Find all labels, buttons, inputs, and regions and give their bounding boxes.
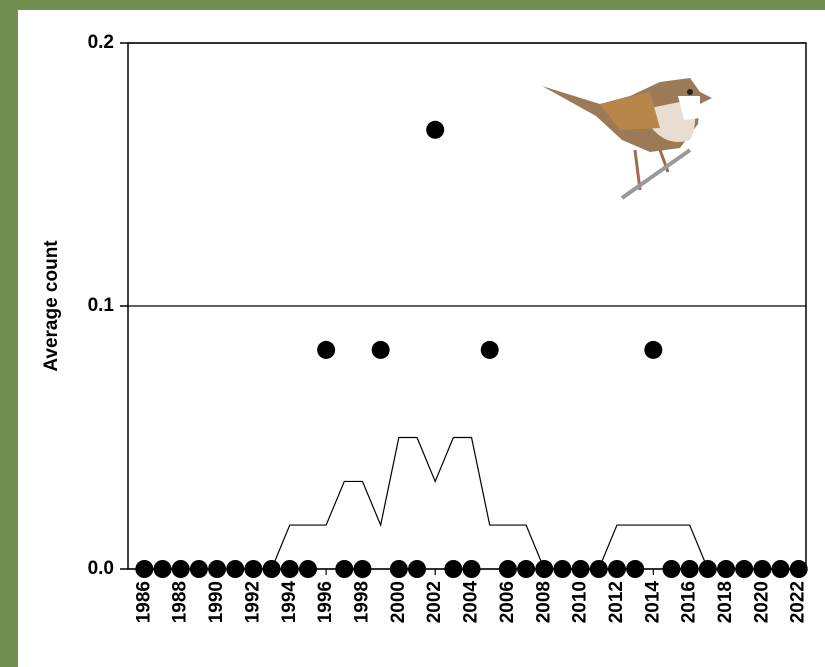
x-tick-label: 2022 <box>788 581 809 623</box>
point <box>335 560 354 578</box>
point <box>226 560 245 578</box>
point <box>135 560 154 578</box>
x-tick-label: 1986 <box>133 581 154 623</box>
point <box>389 560 408 578</box>
point <box>771 560 790 578</box>
bird-illustration <box>542 78 712 200</box>
x-tick-label: 2014 <box>642 581 663 624</box>
point <box>317 340 336 359</box>
x-tick-label: 2018 <box>715 581 736 623</box>
point <box>480 340 499 359</box>
x-tick-label: 2012 <box>606 581 627 623</box>
x-tick-label: 1990 <box>206 581 227 623</box>
x-tick-label: 2006 <box>497 581 518 623</box>
x-tick-label: 1998 <box>351 581 372 623</box>
x-tick-label: 1988 <box>170 581 191 623</box>
x-tick-label: 2004 <box>461 581 482 624</box>
x-tick-label: 2020 <box>751 581 772 623</box>
point <box>680 560 699 578</box>
x-tick-label: 2000 <box>388 581 409 623</box>
point <box>553 560 572 578</box>
point <box>298 560 317 578</box>
point <box>517 560 536 578</box>
point <box>462 560 481 578</box>
point <box>353 560 372 578</box>
point <box>644 340 663 359</box>
point <box>789 560 808 578</box>
point <box>571 560 590 578</box>
y-tick-label: 0.0 <box>88 558 114 579</box>
x-tick-label: 2002 <box>424 581 445 623</box>
point <box>589 560 608 578</box>
x-tick-label: 2016 <box>679 581 700 623</box>
point <box>189 560 208 578</box>
line <box>180 436 763 570</box>
point <box>244 560 263 578</box>
x-tick-label: 1994 <box>279 581 300 624</box>
y-tick-label: 0.2 <box>88 32 114 53</box>
point <box>280 560 299 578</box>
x-tick-label: 1992 <box>242 581 263 623</box>
point <box>408 560 427 578</box>
point <box>753 560 772 578</box>
point <box>735 560 754 578</box>
point <box>498 560 517 578</box>
point <box>153 560 172 578</box>
x-tick-label: 2008 <box>533 581 554 623</box>
point <box>444 560 463 578</box>
x-tick-label: 1996 <box>315 581 336 623</box>
point <box>171 560 190 578</box>
y-tick-label: 0.1 <box>88 295 115 316</box>
point <box>208 560 227 578</box>
point <box>535 560 554 578</box>
y-axis-label: Average count <box>41 240 62 372</box>
x-tick-label: 2010 <box>570 581 591 623</box>
point <box>371 340 390 359</box>
point <box>717 560 736 578</box>
point <box>607 560 626 578</box>
point <box>662 560 681 578</box>
point <box>426 120 445 139</box>
point <box>698 560 717 578</box>
point <box>262 560 281 578</box>
point <box>626 560 645 578</box>
